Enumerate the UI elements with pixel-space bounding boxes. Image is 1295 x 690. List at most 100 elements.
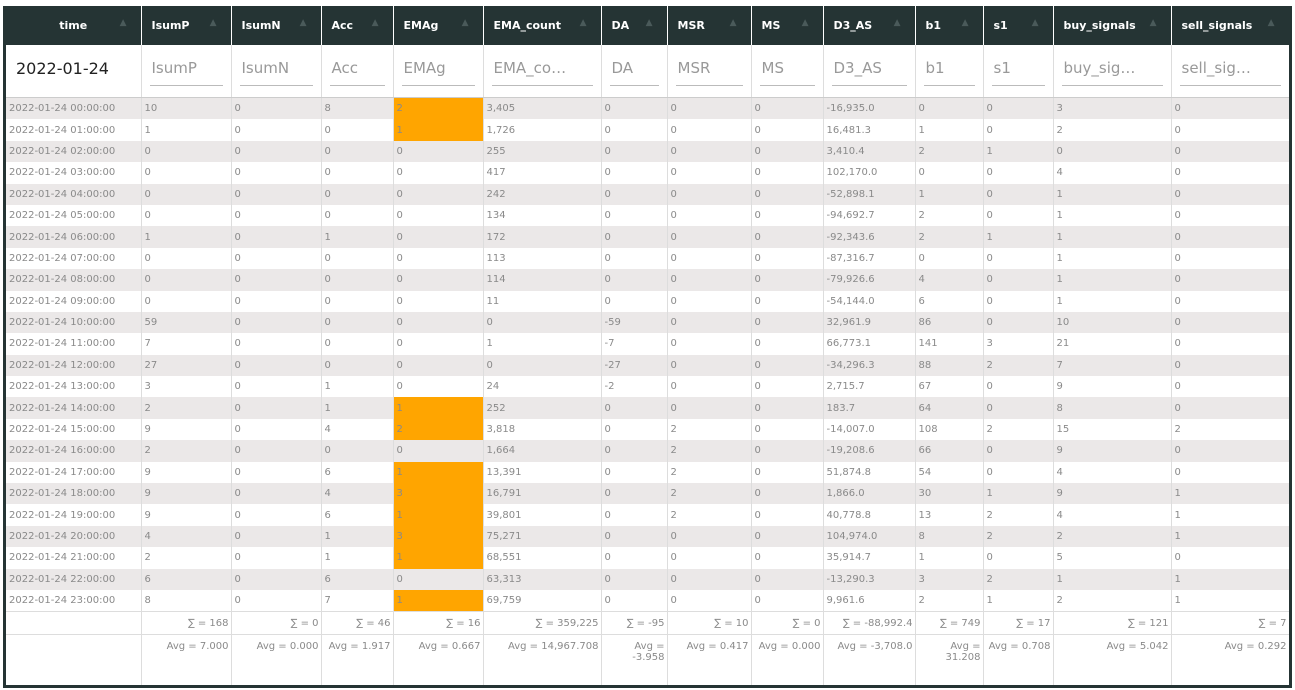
filter-input[interactable]: sell_sig… — [1179, 57, 1281, 86]
cell: 183.7 — [823, 397, 916, 419]
column-header[interactable]: IsumP ▲ — [141, 6, 232, 45]
filter-input[interactable]: MSR — [675, 57, 743, 86]
cell: 2022-01-24 21:00:00 — [6, 547, 142, 569]
cell: 0 — [983, 162, 1054, 184]
sort-icon[interactable]: ▲ — [1149, 18, 1157, 28]
cell: -16,935.0 — [823, 97, 916, 120]
filter-input[interactable]: IsumN — [239, 57, 313, 86]
cell: 0 — [601, 504, 668, 526]
cell: 24 — [483, 376, 602, 398]
cell: 67 — [915, 376, 984, 398]
sum-cell: ∑ = 46 — [321, 611, 394, 635]
cell: 0 — [321, 119, 394, 141]
data-row: 2022-01-24 12:00:00 27 0 0 0 0 -27 0 0 -34,296.3 8… — [6, 354, 1289, 377]
column-header[interactable]: buy_signals ▲ — [1053, 6, 1172, 45]
cell: 0 — [601, 247, 668, 270]
column-header[interactable]: MSR ▲ — [667, 6, 752, 45]
filter-input[interactable]: s1 — [991, 57, 1045, 86]
cell: 0 — [393, 568, 484, 590]
table: time ▲ IsumP ▲ IsumN ▲ Acc ▲ EMAg ▲ EMA_count ▲ DA ▲ M… — [6, 6, 1289, 685]
avg-cell: Avg = 0.292 — [1171, 633, 1289, 685]
column-header[interactable]: DA ▲ — [601, 6, 668, 45]
cell: 40,778.8 — [823, 504, 916, 526]
filter-input[interactable]: Acc — [329, 57, 385, 86]
cell: -54,144.0 — [823, 290, 916, 312]
column-name: time — [59, 19, 88, 32]
cell: 8 — [141, 589, 232, 612]
column-header[interactable]: IsumN ▲ — [231, 6, 322, 45]
cell: 0 — [141, 247, 232, 270]
sort-icon[interactable]: ▲ — [893, 18, 901, 28]
avg-cell: Avg = -3.958 — [601, 633, 668, 685]
cell: 1,866.0 — [823, 483, 916, 505]
cell: -2 — [601, 376, 668, 398]
sort-icon[interactable]: ▲ — [801, 18, 809, 28]
cell: 1 — [1053, 247, 1172, 270]
cell: 1 — [393, 589, 484, 612]
cell: 2022-01-24 12:00:00 — [6, 354, 142, 377]
filter-input[interactable]: D3_AS — [831, 57, 907, 86]
cell: 0 — [667, 397, 752, 419]
cell: 9 — [141, 504, 232, 526]
column-header[interactable]: time ▲ — [6, 6, 142, 45]
filter-input[interactable]: EMAg — [401, 57, 475, 86]
column-header[interactable]: MS ▲ — [751, 6, 824, 45]
sort-icon[interactable]: ▲ — [1031, 18, 1039, 28]
cell: 0 — [983, 376, 1054, 398]
column-header[interactable]: D3_AS ▲ — [823, 6, 916, 45]
filter-input[interactable]: IsumP — [149, 57, 223, 86]
sort-icon[interactable]: ▲ — [579, 18, 587, 28]
cell: 1 — [983, 140, 1054, 163]
cell: 6 — [321, 568, 394, 590]
cell: 0 — [321, 247, 394, 270]
filter-cell: D3_AS — [823, 45, 916, 98]
column-header[interactable]: s1 ▲ — [983, 6, 1054, 45]
cell: 35,914.7 — [823, 547, 916, 569]
sort-icon[interactable]: ▲ — [645, 18, 653, 28]
sort-icon[interactable]: ▲ — [461, 18, 469, 28]
data-row: 2022-01-24 11:00:00 7 0 0 0 1 -7 0 0 66,773.1 141 3… — [6, 333, 1289, 355]
cell: 0 — [983, 547, 1054, 569]
filter-input[interactable]: b1 — [923, 57, 975, 86]
column-header[interactable]: sell_signals ▲ — [1171, 6, 1289, 45]
cell: 1 — [1171, 568, 1289, 590]
data-row: 2022-01-24 21:00:00 2 0 1 1 68,551 0 0 0 35,914.7… — [6, 547, 1289, 569]
filter-input[interactable]: DA — [609, 57, 659, 86]
cell: 11 — [483, 290, 602, 312]
cell: 0 — [1171, 119, 1289, 141]
cell: 1 — [321, 397, 394, 419]
cell: 0 — [321, 269, 394, 291]
filter-input[interactable]: EMA_co… — [491, 57, 593, 86]
cell: 2 — [915, 226, 984, 248]
column-header[interactable]: EMA_count ▲ — [483, 6, 602, 45]
cell: 0 — [751, 226, 824, 248]
sort-icon[interactable]: ▲ — [299, 18, 307, 28]
cell: 0 — [983, 119, 1054, 141]
cell: 0 — [231, 333, 322, 355]
cell: 66,773.1 — [823, 333, 916, 355]
filter-input[interactable]: 2022-01-24 — [16, 58, 109, 78]
sort-icon[interactable]: ▲ — [961, 18, 969, 28]
cell: 0 — [667, 226, 752, 248]
sort-icon[interactable]: ▲ — [1267, 18, 1275, 28]
sort-icon[interactable]: ▲ — [209, 18, 217, 28]
cell: 0 — [983, 461, 1054, 484]
cell: 0 — [393, 247, 484, 270]
sort-icon[interactable]: ▲ — [371, 18, 379, 28]
sort-icon[interactable]: ▲ — [729, 18, 737, 28]
cell: 0 — [1171, 97, 1289, 120]
cell: 0 — [1053, 140, 1172, 163]
cell: 39,801 — [483, 504, 602, 526]
column-header[interactable]: Acc ▲ — [321, 6, 394, 45]
filter-input[interactable]: buy_sig… — [1061, 57, 1163, 86]
column-header[interactable]: EMAg ▲ — [393, 6, 484, 45]
cell: 0 — [601, 483, 668, 505]
cell: 0 — [983, 97, 1054, 120]
cell: 0 — [667, 589, 752, 612]
column-header[interactable]: b1 ▲ — [915, 6, 984, 45]
sort-icon[interactable]: ▲ — [119, 18, 127, 28]
cell: 2 — [667, 418, 752, 441]
cell: 0 — [231, 589, 322, 612]
sum-cell: ∑ = 121 — [1053, 611, 1172, 635]
filter-input[interactable]: MS — [759, 57, 815, 86]
